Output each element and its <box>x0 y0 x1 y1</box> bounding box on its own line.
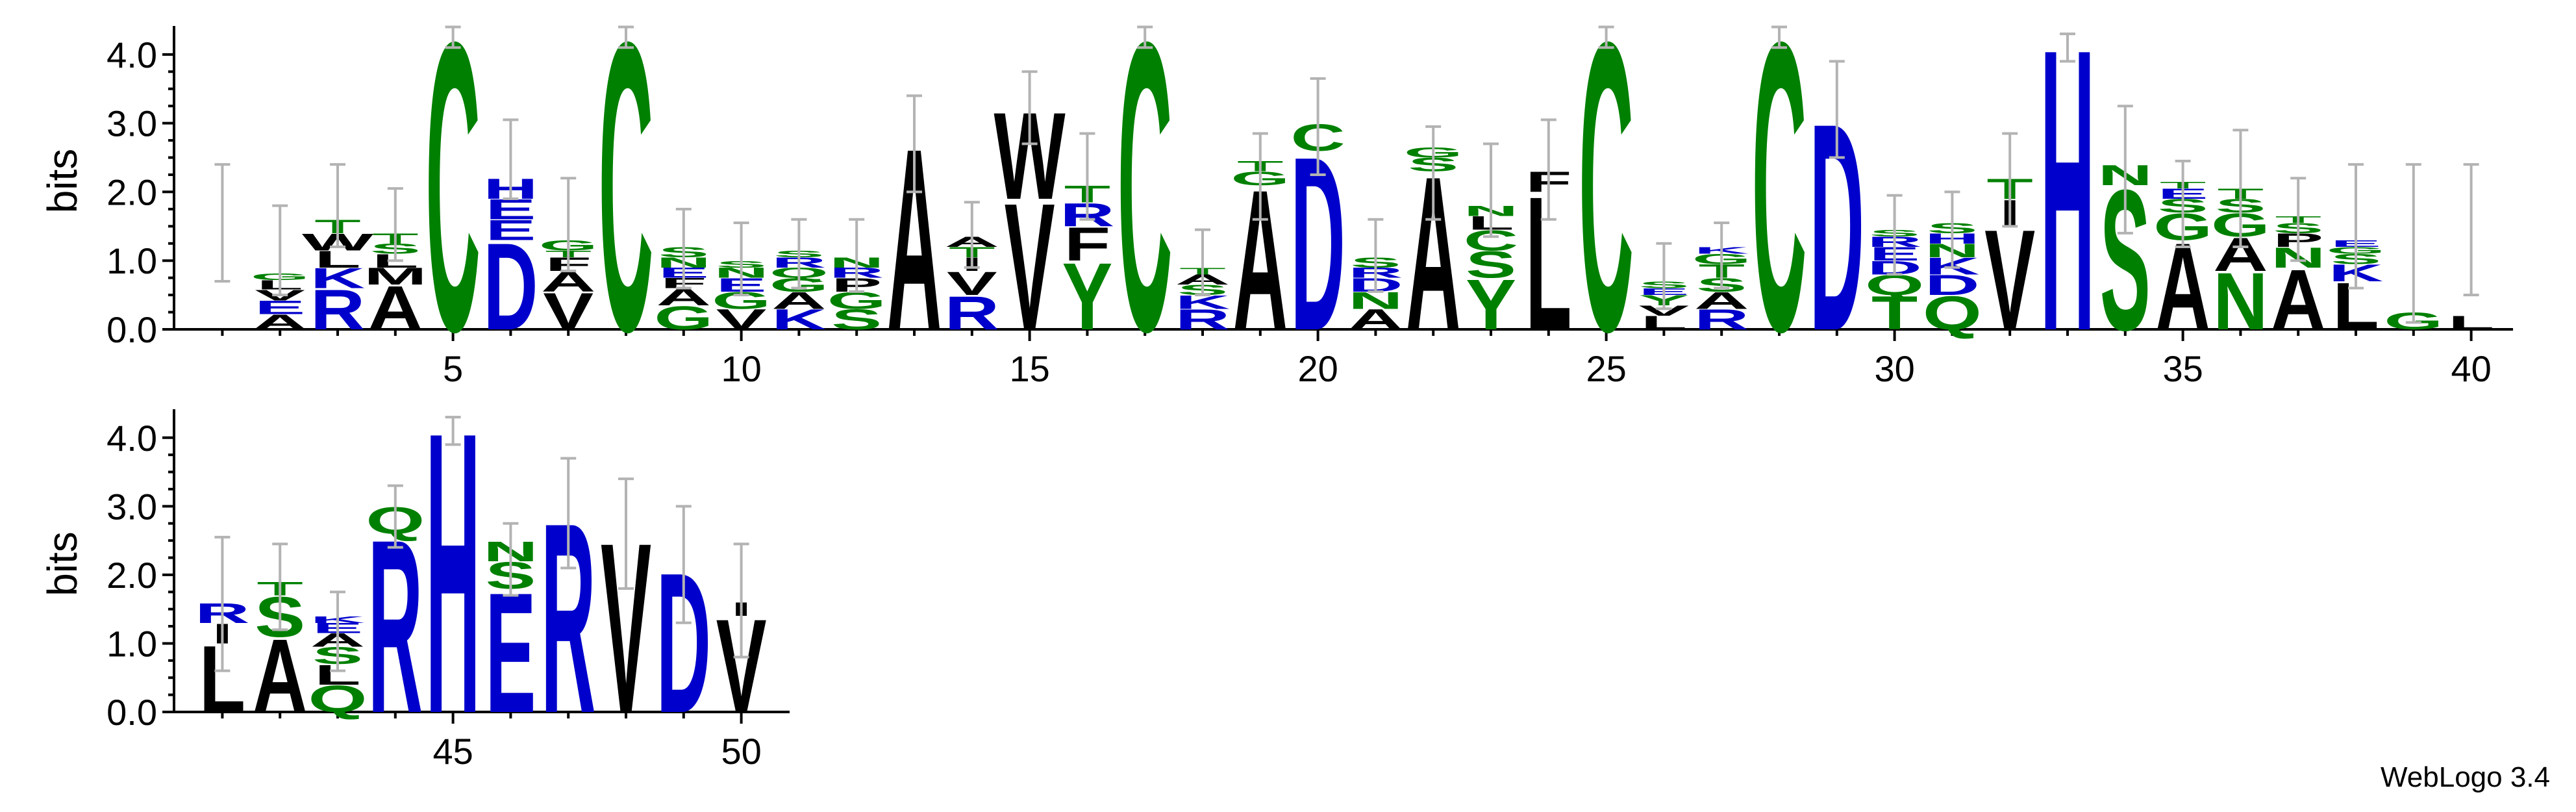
logo-letter-V: V <box>1005 166 1055 368</box>
logo-letter-R: R <box>945 286 999 340</box>
y-tick-label: 3.0 <box>106 103 157 144</box>
logo-letter-C: C <box>1752 0 1807 417</box>
logo-letter-D: D <box>483 217 538 356</box>
weblogo-credit: WebLogo 3.4 <box>2381 761 2550 793</box>
x-tick-label: 35 <box>2162 348 2203 389</box>
logo-letter-Y: Y <box>1062 244 1112 350</box>
x-tick-label: 25 <box>1586 348 1626 389</box>
y-tick-label: 2.0 <box>106 555 157 596</box>
logo-letter-T: T <box>1871 286 1918 340</box>
x-tick-label: 10 <box>721 348 761 389</box>
y-tick-label: 0.0 <box>106 309 157 350</box>
logo-letter-K: K <box>771 303 826 335</box>
logo-letter-A: A <box>1348 303 1403 335</box>
y-tick-label: 4.0 <box>106 418 157 459</box>
logo-letter-Y: Y <box>1466 265 1516 345</box>
y-tick-label: 0.0 <box>106 692 157 733</box>
logo-letter-S: S <box>831 303 882 335</box>
logo-letter-R: R <box>1694 303 1749 335</box>
logo-letter-A: A <box>2271 252 2325 348</box>
logo-letter-K: K <box>310 262 365 294</box>
logo-letter-H: H <box>2040 0 2095 415</box>
y-tick-label: 3.0 <box>106 486 157 527</box>
logo-letter-N: N <box>2213 256 2268 346</box>
logo-letter-V: V <box>543 283 594 341</box>
logo-letter-A: A <box>1694 288 1749 314</box>
logo-letter-Q: Q <box>1923 286 1982 340</box>
logo-letter-D: D <box>1925 269 1979 301</box>
logo-letter-E: E <box>255 297 305 318</box>
logo-letter-L: L <box>2448 312 2494 334</box>
y-axis-label: bits <box>39 531 86 596</box>
y-axis-label: bits <box>39 149 86 214</box>
logo-letter-R: R <box>310 277 365 342</box>
y-tick-label: 2.0 <box>106 171 157 212</box>
logo-letter-C: C <box>425 0 480 417</box>
x-tick-label: 40 <box>2451 348 2491 389</box>
logo-letter-C: C <box>1579 0 1633 417</box>
x-tick-label: 20 <box>1297 348 1338 389</box>
logo-letter-A: A <box>253 618 307 735</box>
x-tick-label: 45 <box>432 731 473 772</box>
logo-letter-F: F <box>1064 218 1110 271</box>
x-tick-label: 50 <box>721 731 761 772</box>
x-tick-label: 5 <box>443 348 463 389</box>
logo-letter-S: S <box>1466 243 1516 286</box>
y-tick-label: 4.0 <box>106 34 157 75</box>
x-tick-label: 15 <box>1009 348 1049 389</box>
logo-letter-Q: Q <box>308 678 368 720</box>
logo-letter-V: V <box>716 303 767 335</box>
y-tick-label: 1.0 <box>106 623 157 664</box>
y-tick-label: 1.0 <box>106 240 157 281</box>
logo-letter-G: G <box>654 299 713 337</box>
logo-letter-A: A <box>368 273 423 342</box>
logo-letter-E: E <box>485 214 536 246</box>
logo-letter-C: C <box>1118 0 1172 417</box>
logo-letter-L: L <box>314 246 360 273</box>
logo-letter-C: C <box>599 0 653 417</box>
logo-letter-A: A <box>253 311 307 334</box>
logo-letter-M: M <box>364 264 427 290</box>
x-tick-label: 30 <box>1874 348 1914 389</box>
logo-letter-L: L <box>1641 312 1687 334</box>
logo-letter-V: V <box>947 265 997 303</box>
logo-letter-A: A <box>771 288 826 314</box>
logo-letter-R: R <box>1175 303 1230 335</box>
